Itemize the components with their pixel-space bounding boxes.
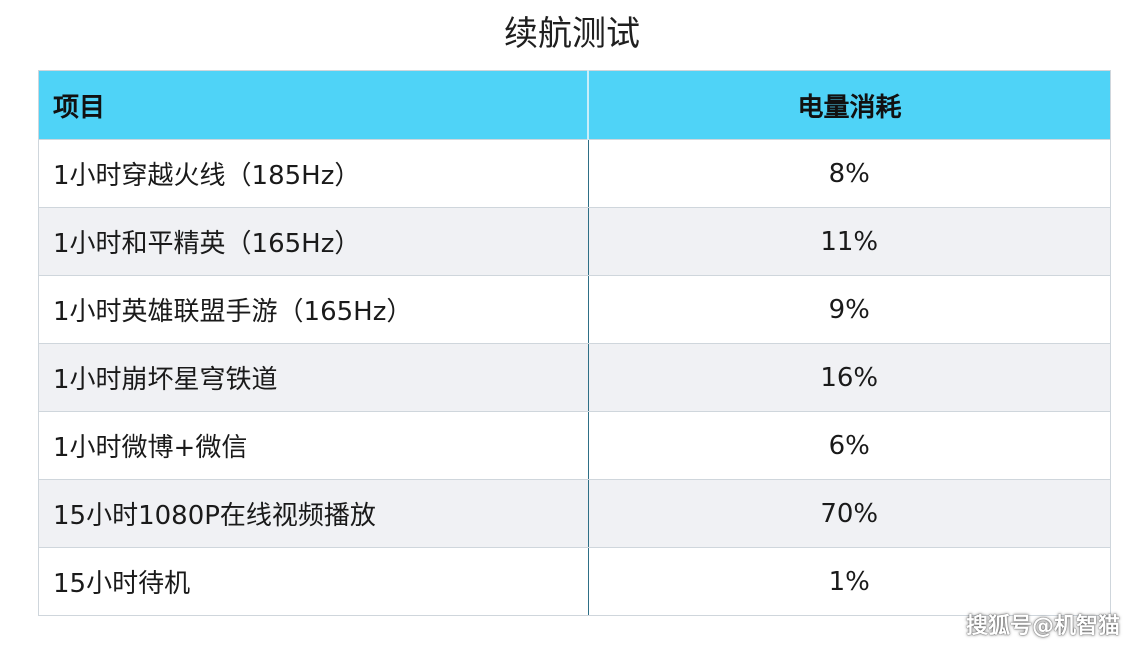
watermark: 搜狐号@机智猫: [965, 614, 1120, 639]
row-value: 9%: [587, 275, 1111, 344]
row-item: 15小时1080P在线视频播放: [38, 479, 589, 548]
table-row: 15小时待机 1%: [38, 547, 1111, 616]
row-value: 16%: [587, 343, 1111, 412]
table-row: 1小时英雄联盟手游（165Hz） 9%: [38, 275, 1111, 344]
row-item: 1小时穿越火线（185Hz）: [38, 139, 589, 208]
row-value: 6%: [587, 411, 1111, 480]
header-battery-consumption: 电量消耗: [587, 70, 1111, 140]
page-title: 续航测试: [504, 14, 640, 54]
table-row: 1小时崩坏星穹铁道 16%: [38, 343, 1111, 412]
row-value: 11%: [587, 207, 1111, 276]
row-item: 1小时崩坏星穹铁道: [38, 343, 589, 412]
row-value: 8%: [587, 139, 1111, 208]
header-item: 项目: [38, 70, 589, 140]
row-item: 1小时微博+微信: [38, 411, 589, 480]
row-item: 15小时待机: [38, 547, 589, 616]
row-item: 1小时英雄联盟手游（165Hz）: [38, 275, 589, 344]
battery-test-table: 项目 电量消耗 1小时穿越火线（185Hz） 8% 1小时和平精英（165Hz）…: [38, 70, 1111, 616]
table-header-row: 项目 电量消耗: [38, 70, 1111, 140]
table-row: 1小时和平精英（165Hz） 11%: [38, 207, 1111, 276]
row-value: 1%: [587, 547, 1111, 616]
table-row: 1小时微博+微信 6%: [38, 411, 1111, 480]
row-item: 1小时和平精英（165Hz）: [38, 207, 589, 276]
row-value: 70%: [587, 479, 1111, 548]
table-row: 1小时穿越火线（185Hz） 8%: [38, 139, 1111, 208]
table-row: 15小时1080P在线视频播放 70%: [38, 479, 1111, 548]
